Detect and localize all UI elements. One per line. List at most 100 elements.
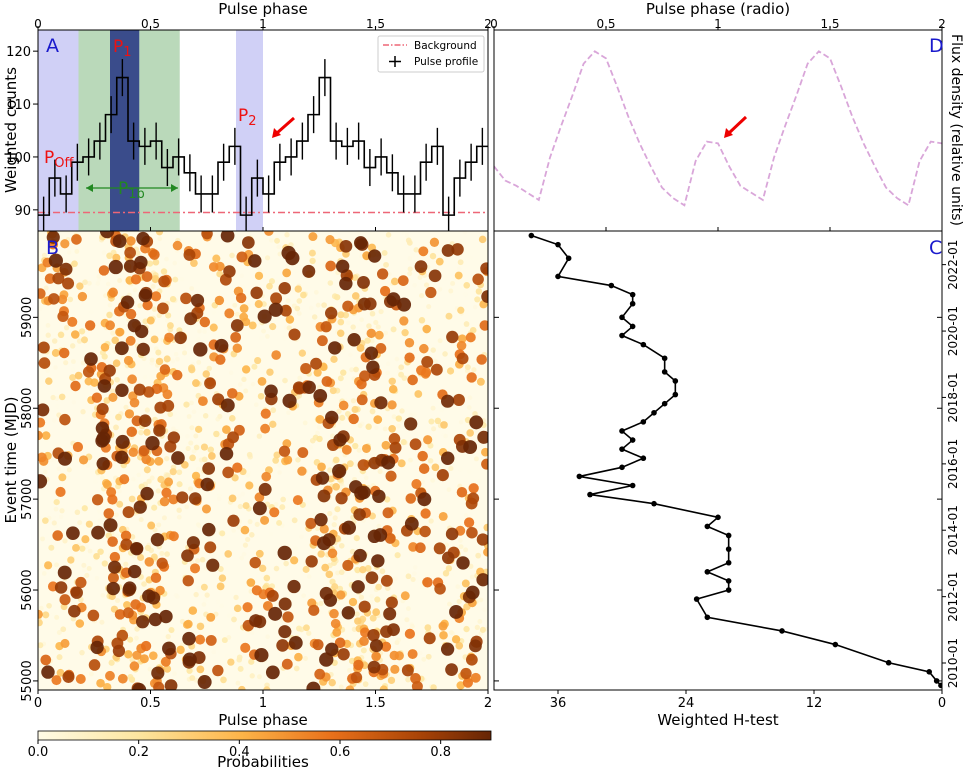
photon-point <box>313 388 328 403</box>
photon-point <box>348 352 353 358</box>
photon-point <box>75 576 87 589</box>
photon-point <box>106 311 113 319</box>
photon-point <box>252 501 267 516</box>
photon-point <box>387 623 400 637</box>
photon-point <box>458 467 463 472</box>
photon-point <box>71 260 78 268</box>
photon-point <box>222 425 231 434</box>
photon-point <box>193 433 199 439</box>
photon-point <box>141 271 153 282</box>
photon-point <box>477 619 483 624</box>
photon-point <box>483 523 488 532</box>
photon-point <box>468 563 474 569</box>
photon-point <box>429 237 440 247</box>
photon-point <box>200 477 215 492</box>
photon-point <box>242 542 249 548</box>
photon-point <box>151 666 165 680</box>
photon-point <box>176 645 185 655</box>
photon-point <box>273 565 280 572</box>
colorbar-tick-label: 0.8 <box>430 745 451 760</box>
photon-point <box>186 536 200 550</box>
photon-point <box>387 400 397 410</box>
photon-point <box>63 324 70 331</box>
photon-point <box>430 405 436 411</box>
photon-point <box>180 292 192 305</box>
photon-point <box>38 619 43 627</box>
photon-point <box>183 401 190 408</box>
photon-point <box>235 292 247 304</box>
photon-point <box>315 430 320 436</box>
photon-point <box>418 463 430 474</box>
photon-point <box>354 611 360 617</box>
photon-point <box>345 685 355 690</box>
photon-point <box>150 283 156 289</box>
photon-point <box>249 630 255 635</box>
a-y-tick-label: 120 <box>6 45 31 60</box>
panel-d-axes: 0 0.5 1 1.5 2 <box>490 17 946 231</box>
photon-point <box>113 282 119 288</box>
photon-point <box>338 400 349 411</box>
photon-point <box>157 475 165 484</box>
photon-point <box>155 357 164 366</box>
photon-point <box>404 569 410 574</box>
photon-point <box>38 452 47 463</box>
photon-point <box>85 670 90 675</box>
photon-point <box>359 317 364 323</box>
photon-point <box>44 561 53 570</box>
photon-point <box>134 250 141 257</box>
photon-point <box>416 662 422 667</box>
photon-point <box>283 455 293 465</box>
photon-point <box>474 428 479 434</box>
photon-point <box>335 259 350 274</box>
photon-point <box>176 491 189 504</box>
profile-step-line <box>38 76 488 216</box>
photon-point <box>419 525 431 538</box>
photon-point <box>249 673 255 679</box>
photon-point <box>74 371 83 380</box>
h-test-point <box>555 273 561 280</box>
colorbar-label: Probabilities <box>217 753 309 770</box>
photon-point <box>132 650 142 660</box>
photon-point <box>56 668 65 677</box>
photon-point <box>53 506 59 512</box>
photon-point <box>45 323 51 328</box>
photon-point <box>430 363 443 376</box>
legend-profile-label: Pulse profile <box>414 56 478 68</box>
h-test-point <box>885 659 892 666</box>
colorbar-ticks: 0.0 0.2 0.4 0.6 0.8 <box>28 740 451 760</box>
panel-b-xlabel: Pulse phase <box>218 711 308 729</box>
photon-point <box>191 409 197 415</box>
photon-point <box>348 597 358 607</box>
photon-point <box>404 412 410 418</box>
photon-point <box>414 260 428 273</box>
photon-point <box>441 244 455 257</box>
photon-point <box>151 275 160 284</box>
photon-point <box>447 601 452 607</box>
photon-point <box>388 433 401 445</box>
photon-point <box>425 653 432 660</box>
h-test-point <box>704 614 711 621</box>
photon-point <box>114 512 119 518</box>
photon-point <box>97 379 112 393</box>
photon-point <box>308 604 320 616</box>
photon-point <box>389 441 402 454</box>
photon-point <box>385 370 390 376</box>
photon-point <box>462 231 468 235</box>
photon-point <box>247 254 262 268</box>
photon-point <box>294 285 302 293</box>
photon-point <box>350 398 357 404</box>
photon-point <box>412 412 418 417</box>
photon-point <box>271 350 281 360</box>
photon-point <box>425 286 437 299</box>
photon-point <box>430 478 436 483</box>
photon-point <box>254 648 269 663</box>
photon-point <box>329 608 339 619</box>
photon-point <box>103 480 112 489</box>
photon-point <box>423 435 433 445</box>
photon-point <box>317 536 331 551</box>
photon-point <box>192 379 200 387</box>
photon-point <box>362 681 369 688</box>
photon-point <box>240 491 246 497</box>
photon-point <box>75 673 86 684</box>
